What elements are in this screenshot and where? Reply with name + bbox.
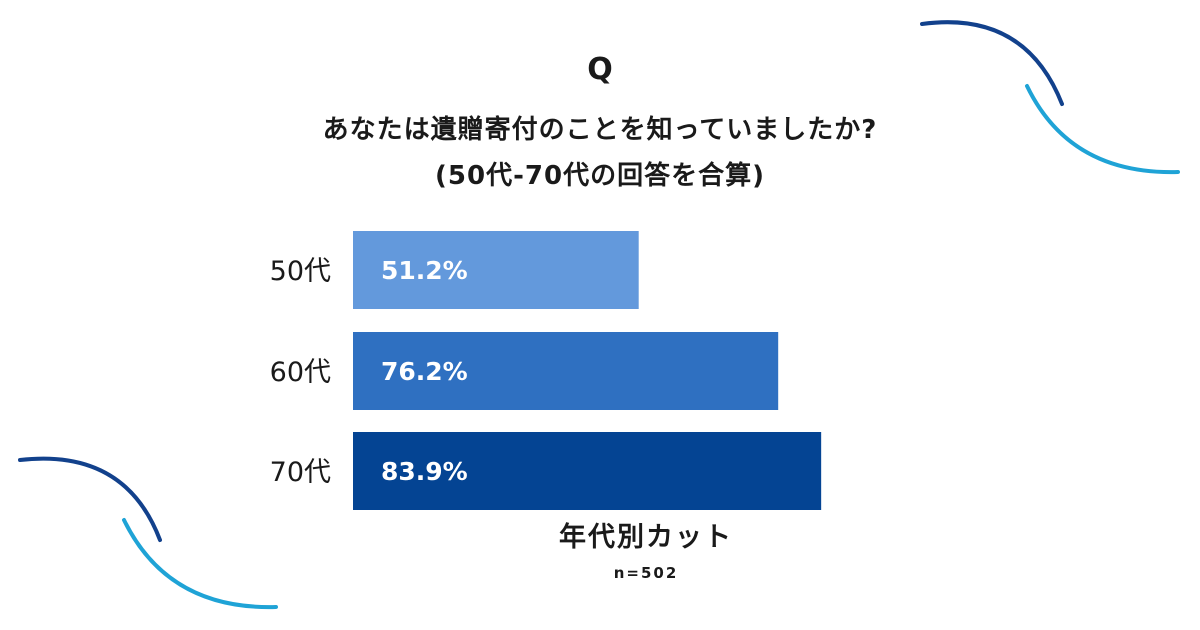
- question-title: あなたは遺贈寄付のことを知っていましたか?: [322, 115, 878, 145]
- bar-1: [353, 231, 639, 309]
- x-axis-label: 年代別カット: [559, 522, 733, 553]
- bar-2: [353, 332, 779, 410]
- value-label-3: 83.9%: [381, 457, 468, 486]
- question-mark-q: Q: [587, 52, 613, 87]
- sample-size-note: n=502: [613, 564, 679, 582]
- value-label-1: 51.2%: [381, 256, 468, 285]
- value-label-2: 76.2%: [381, 357, 468, 386]
- category-label-2: 60代: [270, 357, 331, 388]
- bar-3: [353, 432, 822, 510]
- question-subtitle: (50代-70代の回答を合算): [435, 161, 765, 191]
- category-label-1: 50代: [270, 256, 331, 287]
- category-label-3: 70代: [270, 457, 331, 488]
